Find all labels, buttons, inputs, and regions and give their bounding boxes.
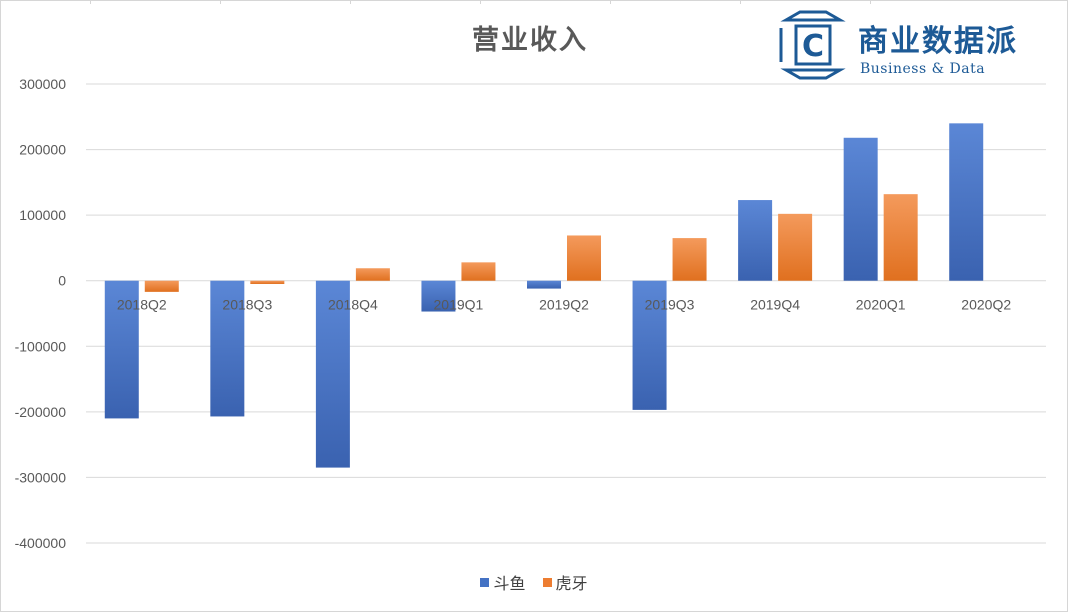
legend-label-douyu: 斗鱼 xyxy=(493,574,526,593)
y-tick-label: -100000 xyxy=(15,338,67,354)
x-tick-label: 2018Q3 xyxy=(222,297,272,313)
bar-huya-2018Q3 xyxy=(250,280,285,284)
x-tick-label: 2019Q1 xyxy=(434,297,484,313)
x-tick-label: 2018Q4 xyxy=(328,297,378,313)
logo-tagline: Business & Data xyxy=(860,61,986,77)
gridlines xyxy=(86,83,1046,544)
bar-douyu-2019Q3 xyxy=(632,280,667,410)
bar-douyu-2019Q4 xyxy=(738,200,773,281)
bar-douyu-2018Q3 xyxy=(210,280,245,417)
y-tick-label: 0 xyxy=(58,273,66,289)
brand-logo: C 商业数据派 Business & Data xyxy=(778,10,1048,80)
legend: 斗鱼 虎牙 xyxy=(0,570,1068,594)
y-tick-label: -400000 xyxy=(15,535,67,551)
bar-huya-2018Q4 xyxy=(355,268,390,281)
bar-huya-2019Q4 xyxy=(778,213,813,281)
bar-douyu-2019Q2 xyxy=(527,280,561,289)
logo-name: 商业数据派 xyxy=(858,24,1018,59)
bar-huya-2020Q1 xyxy=(883,194,918,281)
bars xyxy=(104,123,984,468)
bar-douyu-2020Q2 xyxy=(949,123,984,281)
y-tick-label: 200000 xyxy=(19,142,66,158)
top-tick-marks xyxy=(0,0,1068,4)
legend-item-douyu: 斗鱼 xyxy=(480,570,525,594)
y-tick-label: -300000 xyxy=(15,469,67,485)
y-tick-label: 100000 xyxy=(19,207,66,223)
x-tick-label: 2020Q2 xyxy=(961,297,1011,313)
bar-douyu-2018Q4 xyxy=(315,280,350,468)
bar-huya-2019Q2 xyxy=(567,235,601,281)
legend-swatch-douyu xyxy=(480,577,490,587)
logo-mark-letter: C xyxy=(802,29,824,64)
x-tick-label: 2019Q2 xyxy=(539,297,589,313)
y-tick-label: -200000 xyxy=(15,404,67,420)
x-tick-label: 2019Q3 xyxy=(645,297,695,313)
chart-title: 营业收入 xyxy=(472,25,588,56)
y-axis-labels: 300000 200000 100000 0 -100000 -200000 -300000… xyxy=(15,76,67,551)
x-axis-labels: 2018Q2 2018Q3 2018Q4 2019Q1 2019Q2 2019Q3 2019… xyxy=(117,297,1011,313)
bar-douyu-2018Q2 xyxy=(104,280,139,419)
legend-item-huya: 虎牙 xyxy=(542,570,588,594)
y-tick-label: 300000 xyxy=(19,76,66,92)
x-tick-label: 2018Q2 xyxy=(117,297,167,313)
bar-huya-2018Q2 xyxy=(144,280,179,292)
legend-swatch-huya xyxy=(542,577,552,587)
x-tick-label: 2020Q1 xyxy=(856,297,906,313)
legend-label-huya: 虎牙 xyxy=(555,574,588,593)
x-tick-label: 2019Q4 xyxy=(750,297,800,313)
bar-huya-2019Q1 xyxy=(461,262,496,281)
bar-huya-2019Q3 xyxy=(672,238,707,281)
logo-hexagon-icon: C xyxy=(779,10,846,80)
bar-douyu-2020Q1 xyxy=(843,137,878,281)
bar-douyu-2019Q1 xyxy=(421,280,456,312)
